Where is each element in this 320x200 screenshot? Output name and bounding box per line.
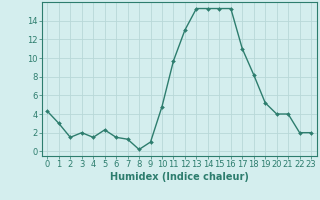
X-axis label: Humidex (Indice chaleur): Humidex (Indice chaleur) — [110, 172, 249, 182]
